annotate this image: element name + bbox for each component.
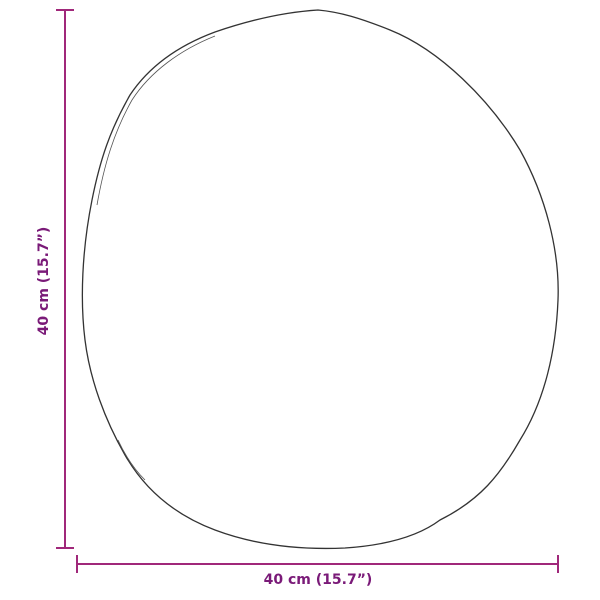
mirror-outline — [81, 9, 559, 550]
height-label: 40 cm (15.7”) — [36, 226, 52, 336]
height-dimension-line — [56, 9, 74, 549]
width-dimension-line — [76, 555, 559, 573]
mirror-bevel-edge — [96, 35, 216, 481]
width-label: 40 cm (15.7”) — [263, 572, 373, 588]
